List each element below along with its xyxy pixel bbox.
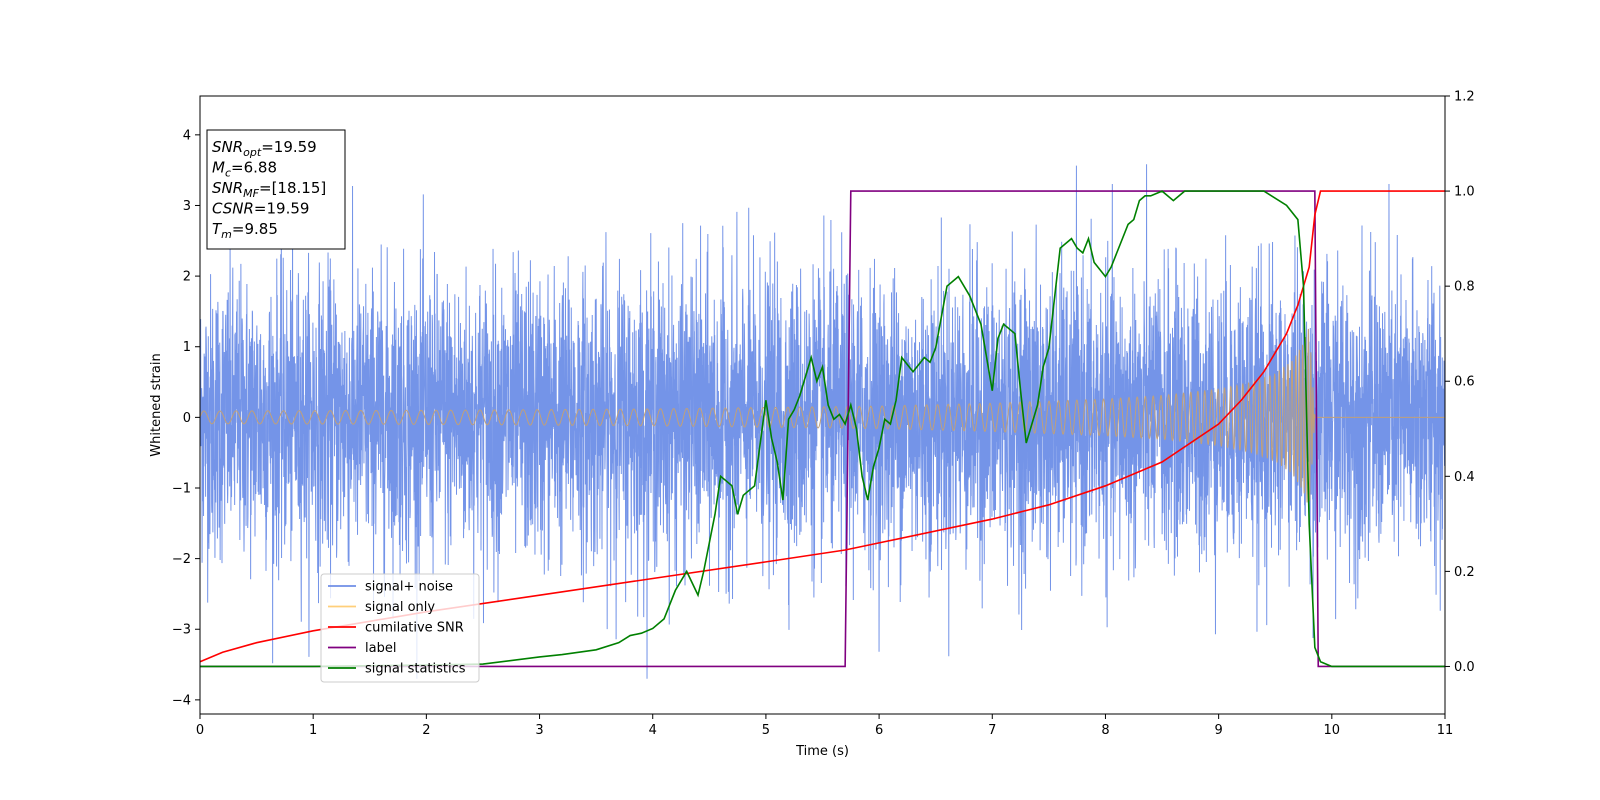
y2-tick-label: 1.2: [1454, 90, 1475, 105]
signal-series: [199, 328, 1445, 503]
legend-label: signal statistics: [365, 662, 466, 677]
y-tick-label: −1: [172, 481, 191, 496]
info-line: Tm=9.85: [212, 220, 278, 241]
y2-tick-label: 0.6: [1454, 375, 1475, 390]
y-axis-label: Whitened strain: [149, 353, 164, 456]
info-box: SNRopt=19.59Mc=6.88SNRMF=[18.15]CSNR=19.…: [206, 129, 346, 250]
y2-tick-label: 0.0: [1454, 660, 1475, 675]
y-tick-label: −2: [172, 552, 191, 567]
y-tick-label: 0: [183, 411, 191, 426]
y-tick-label: 2: [183, 270, 191, 285]
y-tick-label: −4: [172, 693, 191, 708]
legend: signal+ noise signal only cumilative SNR la…: [320, 573, 480, 683]
legend-frame: [320, 573, 480, 683]
legend-label: label: [365, 641, 396, 656]
y2-tick-label: 0.4: [1454, 470, 1475, 485]
x-tick-label: 3: [535, 723, 543, 738]
x-axis-label: Time (s): [795, 744, 849, 759]
info-box-frame: [206, 129, 346, 250]
y-tick-label: −3: [172, 623, 191, 638]
x-tick-label: 10: [1324, 723, 1341, 738]
info-line: SNRopt=19.59: [212, 138, 317, 159]
signal-statistics-line: [200, 190, 1445, 668]
legend-label: signal+ noise: [365, 580, 453, 595]
y-tick-label: 4: [183, 128, 191, 143]
legend-label: signal only: [365, 600, 435, 615]
x-tick-label: 1: [309, 723, 317, 738]
y-axis-left: −4 −3 −2 −1 0 1 2 3 4: [172, 128, 200, 708]
x-axis: 0 1 2 3 4 5 6 7 8 9 10 11: [196, 714, 1453, 738]
x-tick-label: 5: [762, 723, 770, 738]
y2-tick-label: 1.0: [1454, 185, 1475, 200]
x-tick-label: 8: [1101, 723, 1109, 738]
x-tick-label: 0: [196, 723, 204, 738]
y-axis-right: 0.0 0.2 0.4 0.6 0.8 1.0 1.2: [1445, 90, 1475, 675]
y-tick-label: 1: [183, 340, 191, 355]
x-tick-label: 11: [1437, 723, 1454, 738]
y-tick-label: 3: [183, 199, 191, 214]
y2-tick-label: 0.8: [1454, 280, 1475, 295]
plot-frame: [199, 95, 1446, 715]
x-tick-label: 9: [1214, 723, 1222, 738]
info-line: Mc=6.88: [212, 159, 277, 180]
x-tick-label: 2: [422, 723, 430, 738]
info-line: CSNR=19.59: [212, 200, 309, 218]
x-tick-label: 4: [649, 723, 657, 738]
info-line: SNRMF=[18.15]: [212, 179, 326, 200]
x-tick-label: 6: [875, 723, 883, 738]
x-tick-label: 7: [988, 723, 996, 738]
legend-label: cumilative SNR: [365, 621, 464, 636]
y2-tick-label: 0.2: [1454, 565, 1475, 580]
signal-line: [199, 328, 1445, 503]
